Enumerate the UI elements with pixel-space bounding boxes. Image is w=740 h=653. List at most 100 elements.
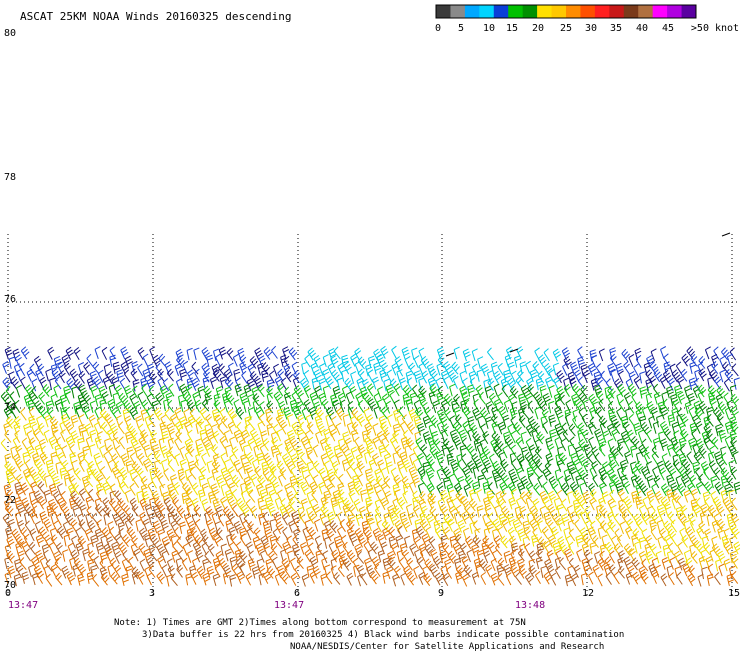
wind-barb (205, 506, 214, 520)
wind-barb (137, 452, 145, 466)
wind-barb (13, 422, 21, 436)
wind-barb (623, 392, 631, 406)
wind-barb (557, 518, 565, 532)
wind-barb (330, 355, 339, 369)
wind-barb (563, 377, 570, 391)
wind-barb (147, 527, 156, 541)
wind-barb (149, 437, 157, 451)
wind-barb (520, 384, 530, 398)
wind-barb (664, 460, 673, 474)
wind-barb (240, 453, 248, 467)
wind-barb (201, 498, 209, 512)
wind-barb (354, 360, 361, 374)
wind-barb (231, 414, 238, 429)
wind-barb (365, 363, 373, 377)
wind-barb (309, 555, 318, 569)
wind-barb (187, 369, 195, 383)
wind-barb (282, 346, 290, 360)
y-tick-label: 76 (4, 294, 17, 305)
wind-barb (345, 452, 354, 466)
wind-barb (184, 468, 192, 481)
wind-barb (271, 345, 278, 359)
wind-barb (287, 550, 294, 563)
wind-barb (308, 467, 315, 481)
legend-swatch (566, 5, 581, 18)
wind-barb (466, 549, 473, 563)
wind-barb (509, 564, 519, 578)
wind-barb (86, 505, 93, 519)
wind-barb (468, 370, 476, 384)
wind-barb (365, 503, 372, 517)
wind-barb (479, 408, 489, 421)
wind-barb (30, 556, 40, 570)
wind-barb (572, 408, 579, 422)
wind-barb (59, 420, 66, 434)
wind-barb (283, 392, 291, 405)
wind-barb (385, 384, 394, 397)
wind-barb (532, 512, 542, 526)
wind-barb (100, 535, 107, 548)
wind-barb (654, 490, 663, 504)
wind-barb (125, 430, 133, 444)
wind-barb (354, 347, 362, 361)
wind-barb (39, 510, 48, 524)
wind-barb (52, 490, 60, 504)
wind-barb (569, 436, 576, 450)
wind-barb (633, 376, 641, 389)
wind-barb (542, 481, 549, 495)
wind-barb (466, 460, 476, 474)
wind-barb (729, 430, 738, 443)
wind-barb (541, 526, 549, 540)
wind-barb (535, 460, 543, 474)
wind-barb (300, 541, 308, 555)
wind-barb (719, 355, 726, 369)
wind-barb (459, 444, 467, 458)
wind-barb (101, 391, 109, 405)
wind-barb (71, 459, 78, 473)
wind-barb (448, 505, 456, 519)
wind-barb (325, 571, 333, 585)
wind-barb (95, 541, 104, 555)
wind-barb (706, 363, 713, 377)
wind-barb (625, 407, 632, 421)
wind-barb (532, 361, 540, 374)
wind-barb (522, 536, 529, 549)
wind-barb (648, 498, 656, 512)
wind-barb (294, 519, 301, 533)
wind-barb (98, 385, 106, 399)
legend-label: 0 (435, 23, 441, 34)
wind-barb (452, 541, 461, 555)
wind-barb (321, 557, 328, 571)
wind-barb (722, 361, 730, 375)
wind-barb (272, 556, 278, 570)
wind-barb (517, 528, 526, 542)
wind-barb (547, 534, 557, 548)
wind-barb (249, 355, 259, 369)
wind-barb (392, 423, 401, 436)
wind-barb (325, 413, 332, 427)
wind-barb (650, 527, 658, 541)
wind-barb (235, 406, 245, 420)
wind-barb (167, 399, 175, 413)
wind-barb (120, 346, 129, 360)
wind-barb (521, 446, 528, 460)
wind-barb (730, 437, 738, 451)
wind-barb (402, 519, 411, 533)
wind-barb (67, 542, 74, 556)
wind-barb (585, 510, 593, 524)
wind-barb (78, 458, 85, 472)
wind-barb (292, 543, 300, 557)
wind-barb (678, 437, 687, 450)
wind-barb (273, 363, 279, 377)
wind-barb (726, 475, 734, 489)
wind-barb (609, 550, 615, 564)
wind-barb (367, 369, 374, 383)
wind-barb (380, 406, 388, 420)
wind-barb (405, 398, 413, 412)
wind-barb (427, 376, 436, 390)
wind-barb (89, 400, 96, 414)
wind-barb (537, 520, 543, 534)
wind-barb (406, 377, 413, 391)
wind-barb (480, 571, 487, 585)
wind-barb (424, 406, 431, 420)
